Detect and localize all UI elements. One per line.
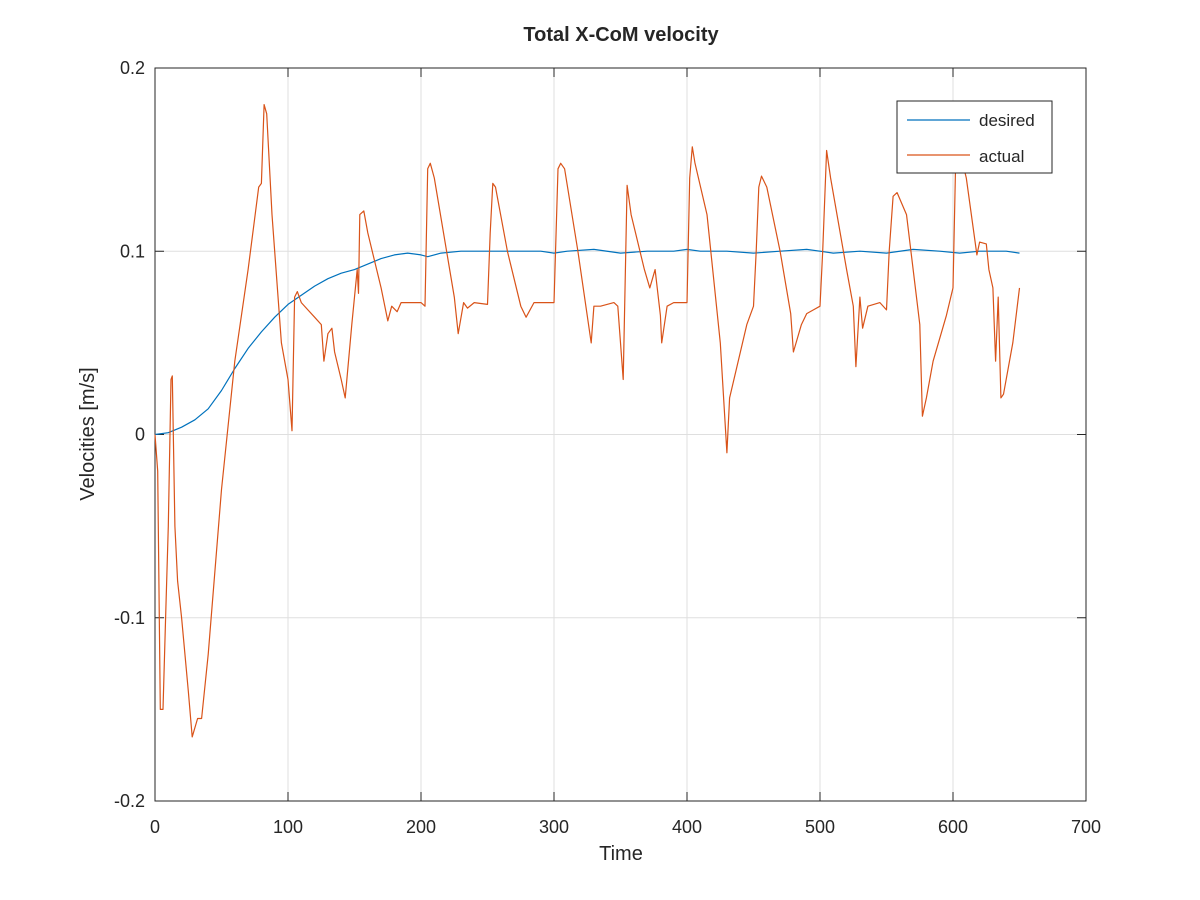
y-tick-labels: -0.2 -0.1 0 0.1 0.2 <box>114 58 145 811</box>
y-tick-label: 0.1 <box>120 241 145 261</box>
x-tick-labels: 0 100 200 300 400 500 600 700 <box>150 817 1101 837</box>
x-tick-label: 0 <box>150 817 160 837</box>
series-layer <box>154 104 1021 738</box>
series-line-actual <box>154 104 1021 738</box>
x-axis-label: Time <box>599 843 643 865</box>
legend-label-actual: actual <box>979 147 1024 166</box>
y-tick-label: -0.1 <box>114 608 145 628</box>
x-tick-label: 500 <box>805 817 835 837</box>
x-tick-label: 600 <box>938 817 968 837</box>
y-tick-label: 0.2 <box>120 58 145 78</box>
legend-label-desired: desired <box>979 111 1035 130</box>
grid-lines <box>155 68 1086 801</box>
axis-ticks <box>154 67 1087 802</box>
x-tick-label: 300 <box>539 817 569 837</box>
x-tick-label: 200 <box>406 817 436 837</box>
legend-box <box>896 100 1053 174</box>
x-tick-label: 700 <box>1071 817 1101 837</box>
y-tick-label: -0.2 <box>114 791 145 811</box>
x-tick-label: 400 <box>672 817 702 837</box>
y-tick-label: 0 <box>135 425 145 445</box>
y-axis-label: Velocities [m/s] <box>77 367 99 500</box>
legend: desired actual <box>896 100 1053 174</box>
chart-title: Total X-CoM velocity <box>523 24 719 46</box>
x-tick-label: 100 <box>273 817 303 837</box>
series-line-desired <box>154 248 1020 436</box>
